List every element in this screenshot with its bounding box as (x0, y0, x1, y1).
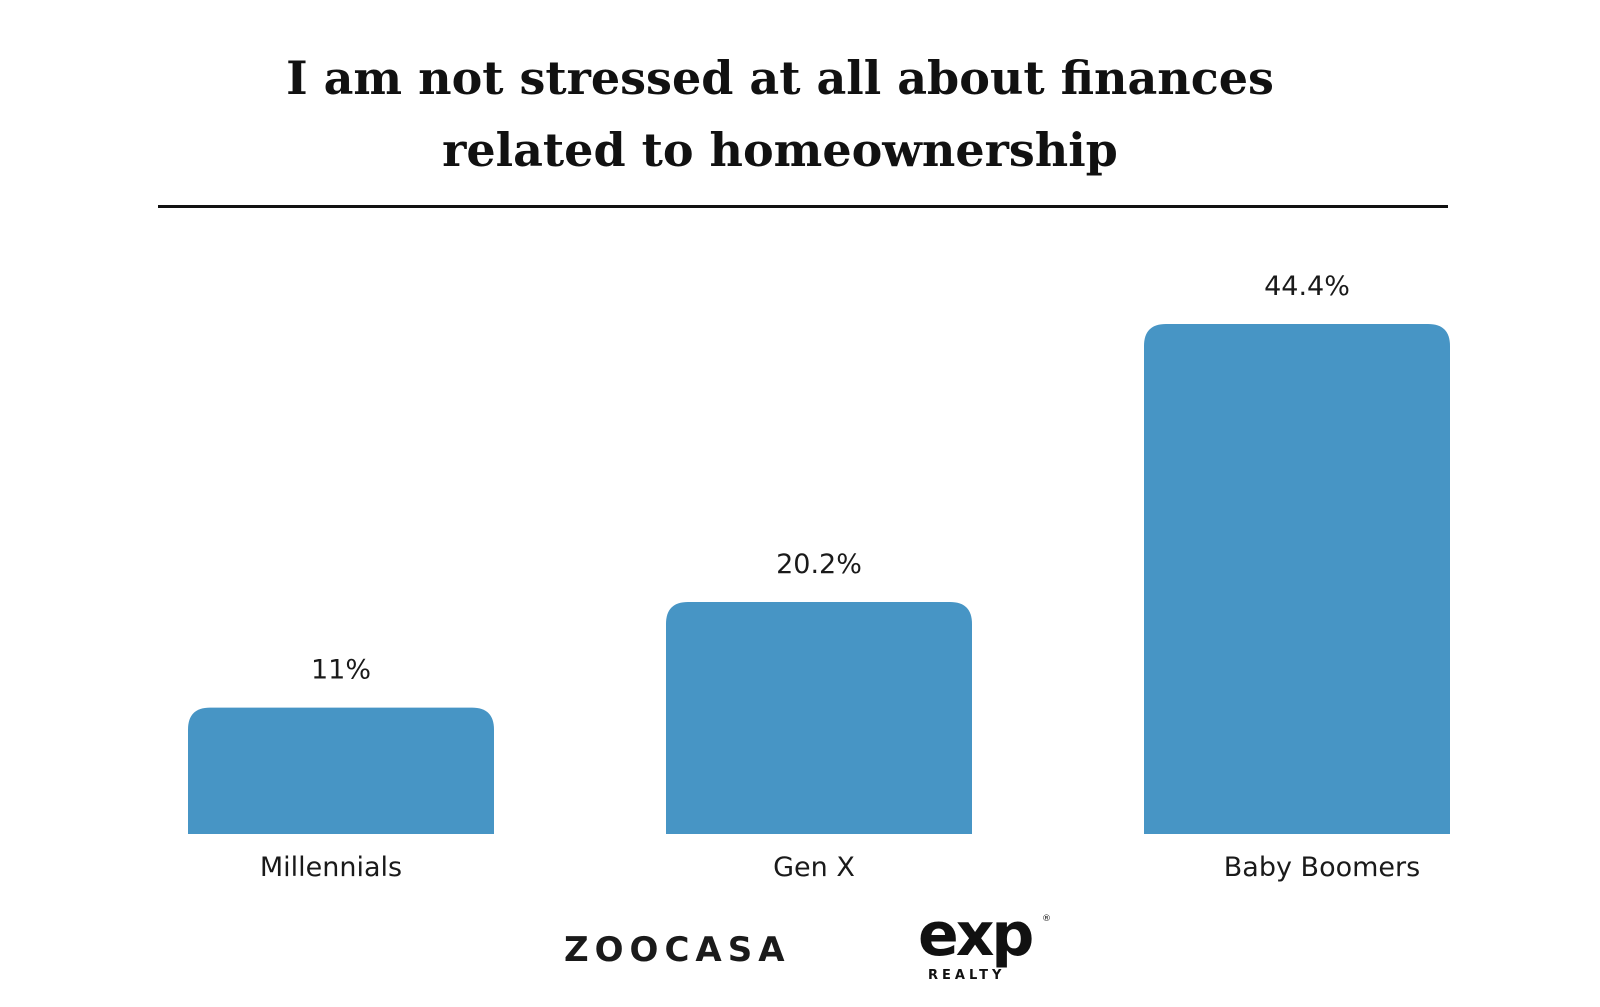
category-label: Gen X (773, 852, 855, 883)
exp-realty-logo: exp ® REALTY (918, 900, 1058, 992)
bar-gen-x (666, 601, 972, 834)
chart-title: I am not stressed at all about finances … (0, 42, 1560, 186)
bar-millennials (188, 707, 494, 834)
bar-value-label: 44.4% (1264, 271, 1350, 302)
bar-value-label: 11% (311, 655, 371, 686)
category-label: Baby Boomers (1224, 852, 1420, 883)
bar-chart: 11% Millennials 20.2% Gen X 44.4% Baby Boomer… (188, 271, 1450, 883)
exp-logo-subtext: REALTY (928, 968, 1006, 983)
chart-title-line-1: I am not stressed at all about finances (286, 51, 1274, 105)
chart-title-line-2: related to homeownership (442, 123, 1118, 177)
exp-registered-mark: ® (1042, 914, 1051, 924)
bar-value-label: 20.2% (776, 549, 862, 580)
exp-logo-text: exp (918, 900, 1034, 970)
category-label: Millennials (260, 852, 402, 883)
zoocasa-logo: ZOOCASA (564, 930, 791, 970)
zoocasa-logo-text: ZOOCASA (564, 930, 791, 970)
bar-baby-boomers (1144, 324, 1450, 834)
title-divider (158, 205, 1448, 208)
